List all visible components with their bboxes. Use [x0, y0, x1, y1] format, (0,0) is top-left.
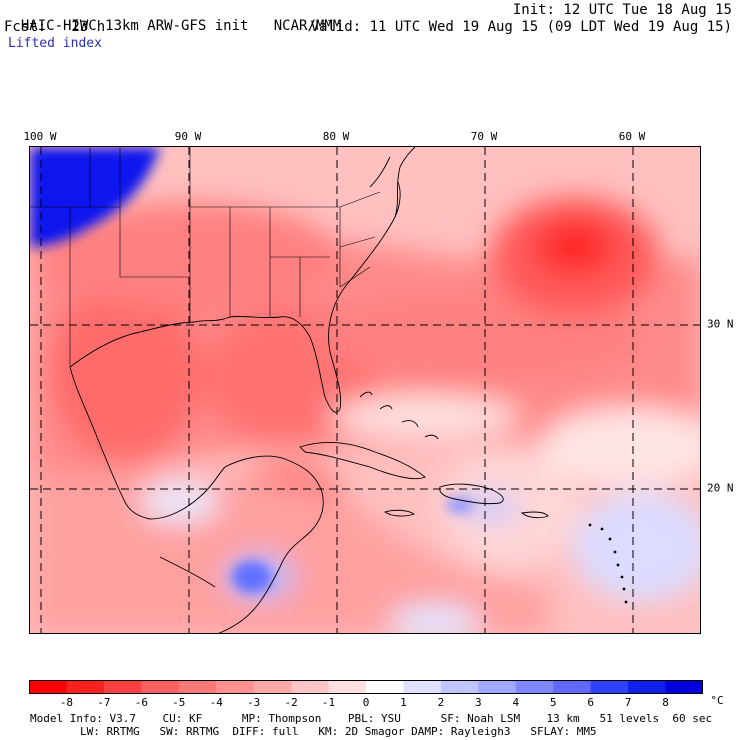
- colorbar-tick-label: -1: [321, 696, 336, 709]
- strong-stability-areas: [30, 147, 474, 593]
- colorbar-swatch: [478, 680, 517, 694]
- colorbar-swatch: [366, 680, 404, 694]
- model-info-line1: Model Info: V3.7 CU: KF MP: Thompson PBL…: [30, 712, 713, 725]
- colorbar: [29, 680, 703, 694]
- colorbar-unit: °C: [710, 694, 724, 707]
- colorbar-tick-label: -3: [247, 696, 261, 709]
- model-title: HAIC-HIWC 13km ARW-GFS init NCAR/MMM: [20, 18, 342, 34]
- forecast-hour: Fcst: 23 h: [4, 19, 106, 35]
- lon-label-90w: 90 W: [174, 130, 202, 143]
- colorbar-tick-label: -5: [172, 696, 186, 709]
- colorbar-tick-label: 6: [587, 696, 594, 709]
- lifted-index-map: [29, 146, 701, 634]
- colorbar-swatch: [66, 680, 105, 694]
- colorbar-swatch: [216, 680, 255, 694]
- colorbar-swatch: [253, 680, 292, 694]
- valid-time: Valid: 11 UTC Wed 19 Aug 15 (09 LDT Wed …: [310, 19, 732, 35]
- colorbar-tick-label: 2: [437, 696, 445, 709]
- colorbar-swatch: [628, 680, 667, 694]
- colorbar-tick-label: -2: [284, 696, 298, 709]
- colorbar-tick-label: -7: [97, 696, 111, 709]
- colorbar-swatch: [328, 680, 367, 694]
- lesser-antilles: [588, 523, 628, 604]
- colorbar-frame: [29, 680, 703, 694]
- colorbar-swatch: [103, 680, 142, 694]
- lon-label-70w: 70 W: [470, 130, 498, 143]
- colorbar-tick-label: 4: [512, 696, 520, 709]
- lat-lon-grid: [30, 147, 700, 633]
- lon-label-80w: 80 W: [322, 130, 350, 143]
- colorbar-tick-label: 3: [475, 696, 482, 709]
- colorbar-swatch: [141, 680, 180, 694]
- colorbar-tick-label: 5: [549, 696, 557, 709]
- colorbar-tick-label: -8: [59, 696, 74, 709]
- colorbar-swatch: [291, 680, 330, 694]
- colorbar-swatch: [515, 680, 554, 694]
- state-borders: [30, 147, 381, 367]
- colorbar-tick-label: 8: [662, 696, 669, 709]
- lifted-index-shading: [30, 197, 700, 633]
- colorbar-swatch: [29, 680, 67, 694]
- lon-label-60w: 60 W: [618, 130, 646, 143]
- colorbar-tick-label: 0: [362, 696, 370, 709]
- colorbar-tick-label: -6: [134, 696, 148, 709]
- colorbar-swatch: [440, 680, 479, 694]
- colorbar-swatch: [553, 680, 592, 694]
- colorbar-tick-label: 1: [400, 696, 407, 709]
- colorbar-tick-label: -4: [209, 696, 223, 709]
- lat-label-20n: 20 N: [707, 481, 734, 495]
- colorbar-swatch: [590, 680, 629, 694]
- colorbar-swatch: [665, 680, 703, 694]
- colorbar-swatch: [178, 680, 217, 694]
- lon-label-100w: 100 W: [23, 130, 57, 143]
- init-time: Init: 12 UTC Tue 18 Aug 15: [512, 2, 732, 18]
- field-name: Lifted index: [8, 36, 102, 51]
- colorbar-swatch: [403, 680, 442, 694]
- coastlines: [69, 147, 549, 633]
- colorbar-tick-label: 7: [624, 696, 632, 709]
- lat-label-30n: 30 N: [707, 317, 734, 331]
- model-info-line2: LW: RRTMG SW: RRTMG DIFF: full KM: 2D Sm…: [80, 725, 597, 738]
